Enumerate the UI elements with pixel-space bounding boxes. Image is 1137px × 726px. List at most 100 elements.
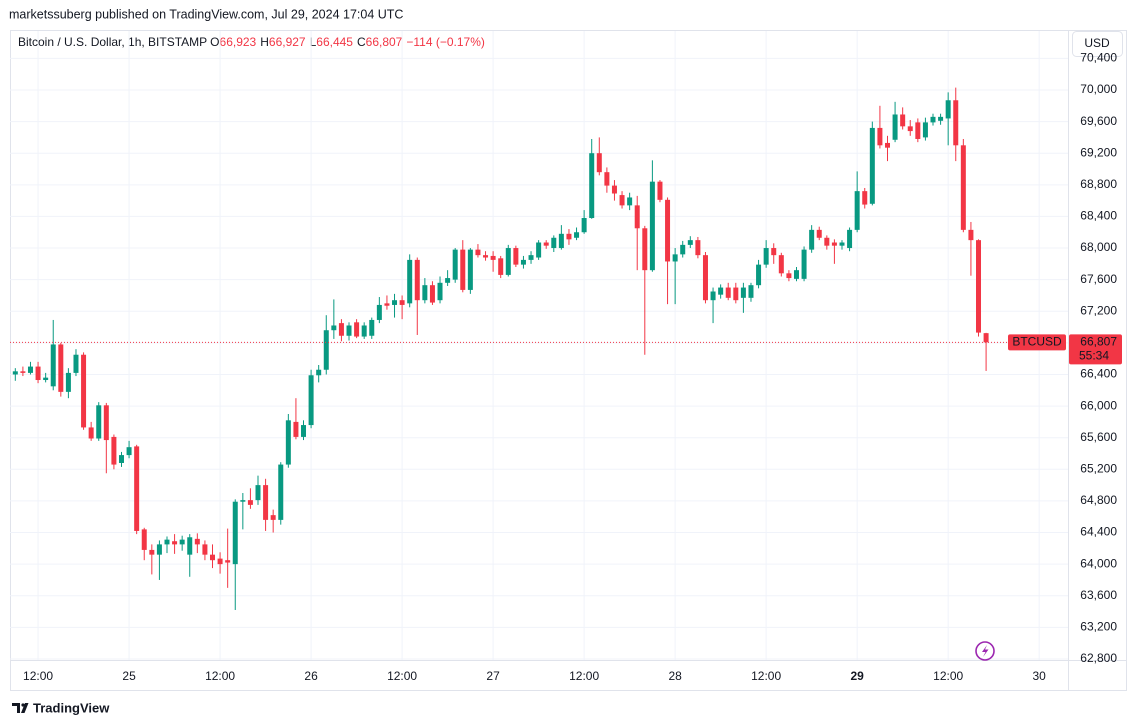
candle-body xyxy=(118,455,124,463)
candle-body xyxy=(953,100,959,146)
candle-body xyxy=(528,255,534,260)
y-tick-label: 62,800 xyxy=(1080,651,1117,665)
candle-body xyxy=(331,325,337,331)
y-tick-label: 69,600 xyxy=(1080,114,1117,128)
x-tick-label: 27 xyxy=(486,669,500,683)
y-tick-label: 68,000 xyxy=(1080,240,1117,254)
candle-body xyxy=(672,254,678,262)
candle-body xyxy=(801,249,807,279)
candle-body xyxy=(65,372,71,392)
candle-body xyxy=(847,229,853,249)
last-price-label: 66,807 xyxy=(1080,334,1117,348)
x-tick-label: 12:00 xyxy=(205,669,235,683)
candle-body xyxy=(551,237,557,249)
candle-body xyxy=(574,232,580,238)
candle-body xyxy=(111,436,117,465)
candle-body xyxy=(733,287,739,301)
candle-body xyxy=(361,325,367,337)
y-tick-label: 70,400 xyxy=(1080,51,1117,65)
candle-body xyxy=(611,185,617,194)
candle-body xyxy=(649,181,655,271)
candle-body xyxy=(164,539,170,545)
candle-body xyxy=(422,285,428,301)
x-tick-label: 12:00 xyxy=(933,669,963,683)
chart-frame xyxy=(10,30,1127,691)
candle-body xyxy=(247,500,253,505)
x-tick-label: 28 xyxy=(668,669,682,683)
candle-body xyxy=(50,344,56,387)
candle-body xyxy=(816,229,822,238)
y-tick-label: 65,200 xyxy=(1080,461,1117,475)
candle-body xyxy=(930,116,936,123)
candle-body xyxy=(73,354,79,373)
candle-body xyxy=(43,377,49,381)
y-tick-label: 63,200 xyxy=(1080,620,1117,634)
currency-button-label[interactable]: USD xyxy=(1084,36,1110,50)
header-part: −114 (−0.17%) xyxy=(406,35,485,49)
symbol-tag-bg xyxy=(1008,334,1066,351)
candle-body xyxy=(126,447,132,456)
x-tick-label: 12:00 xyxy=(23,669,53,683)
header-part: 66,923 xyxy=(220,35,257,49)
plot xyxy=(10,31,1068,660)
candle-body xyxy=(81,354,87,428)
candle-body xyxy=(960,145,966,230)
candle-body xyxy=(976,240,982,333)
candle-body xyxy=(58,344,64,392)
candle-body xyxy=(202,544,208,555)
candle-body xyxy=(786,273,792,279)
countdown-label: 55:34 xyxy=(1079,348,1109,362)
candle-body xyxy=(581,218,587,233)
candle-body xyxy=(498,258,504,275)
candle-body xyxy=(460,249,466,290)
candle-body xyxy=(634,205,640,229)
candle-body xyxy=(756,264,762,286)
candle-body xyxy=(558,233,564,249)
y-tick-label: 66,400 xyxy=(1080,367,1117,381)
candle-body xyxy=(793,270,799,279)
icon-ring[interactable] xyxy=(975,641,995,661)
x-tick-label: 25 xyxy=(122,669,136,683)
symbol-tag: BTCUSD xyxy=(1012,334,1062,348)
x-tick-label: 12:00 xyxy=(387,669,417,683)
candle-body xyxy=(475,249,481,256)
header-part: L xyxy=(310,35,317,49)
candle-body xyxy=(596,153,602,173)
candle-body xyxy=(884,142,890,148)
y-tick-label: 64,000 xyxy=(1080,556,1117,570)
candle-body xyxy=(217,558,223,565)
candle-body xyxy=(209,554,215,561)
candle-body xyxy=(338,323,344,336)
candle-body xyxy=(490,255,496,260)
candle-body xyxy=(718,287,724,295)
candle-body xyxy=(392,300,398,305)
candle-body xyxy=(194,538,200,545)
y-tick-label: 70,000 xyxy=(1080,82,1117,96)
y-tick-label: 63,600 xyxy=(1080,588,1117,602)
candle-body xyxy=(877,127,883,146)
candle-body xyxy=(665,199,671,262)
x-tick-label: 26 xyxy=(304,669,318,683)
y-tick-label: 68,400 xyxy=(1080,209,1117,223)
candle-body xyxy=(831,242,837,246)
currency-button[interactable] xyxy=(1072,31,1123,57)
logo-dot xyxy=(21,703,25,707)
candle-body xyxy=(399,300,405,305)
last-price-tag-bg xyxy=(1069,334,1122,365)
y-tick-label: 68,800 xyxy=(1080,177,1117,191)
candle-body xyxy=(907,126,913,132)
candle-body xyxy=(293,421,299,437)
candle-body xyxy=(763,248,769,265)
candle-body xyxy=(710,291,716,301)
candle-body xyxy=(255,485,261,501)
header-part: 66,807 xyxy=(366,35,403,49)
candle-body xyxy=(657,181,663,200)
candle-body xyxy=(376,304,382,320)
y-tick-label: 66,000 xyxy=(1080,398,1117,412)
alert-icon[interactable] xyxy=(975,641,995,661)
candle-body xyxy=(869,127,875,204)
candle-body xyxy=(892,114,898,140)
icon-bolt[interactable] xyxy=(982,645,989,657)
candle-body xyxy=(20,371,26,373)
